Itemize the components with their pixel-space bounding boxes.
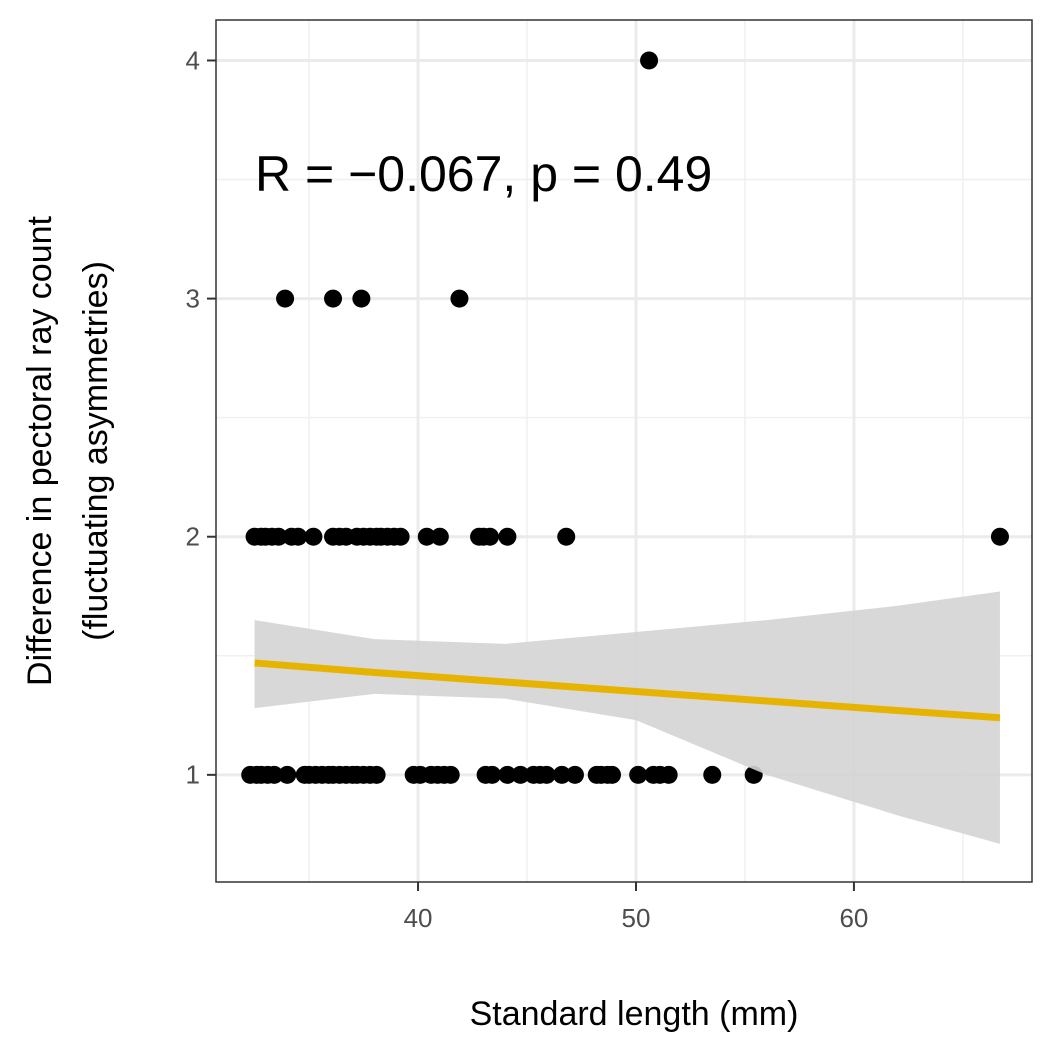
x-tick-label: 50 [622,903,651,933]
point [483,765,502,784]
x-axis-title: Standard length (mm) [470,995,799,1033]
point [640,51,659,70]
marks [241,51,1009,844]
point [417,527,436,546]
y-axis-title: Difference in pectoral ray count [21,215,59,686]
point [367,765,386,784]
y-tick-label: 3 [186,283,200,313]
point [552,765,571,784]
point [629,765,648,784]
point [557,527,576,546]
panel-border [215,19,1033,883]
annotation: R = −0.067, p = 0.49 [255,146,712,202]
point [703,765,722,784]
point [603,765,622,784]
point [352,289,371,308]
point [498,765,517,784]
point [565,765,584,784]
point [990,527,1009,546]
point [289,527,308,546]
point [659,765,678,784]
y-tick-label: 1 [186,760,200,790]
point [265,765,284,784]
point [450,289,469,308]
x-tick-label: 40 [404,903,433,933]
y-axis-title: (fluctuating asymmetries) [77,261,115,641]
point [537,765,556,784]
confidence-band [254,591,1000,844]
point [324,289,343,308]
point [511,765,530,784]
regression-line [254,659,1001,722]
y-tick-label: 2 [186,522,200,552]
point [441,765,460,784]
point [480,527,499,546]
point [304,527,323,546]
point [498,527,517,546]
x-tick-label: 60 [839,903,868,933]
point [269,527,288,546]
y-tick-label: 4 [186,45,200,75]
point [276,289,295,308]
point [430,527,449,546]
point [278,765,297,784]
point [391,527,410,546]
